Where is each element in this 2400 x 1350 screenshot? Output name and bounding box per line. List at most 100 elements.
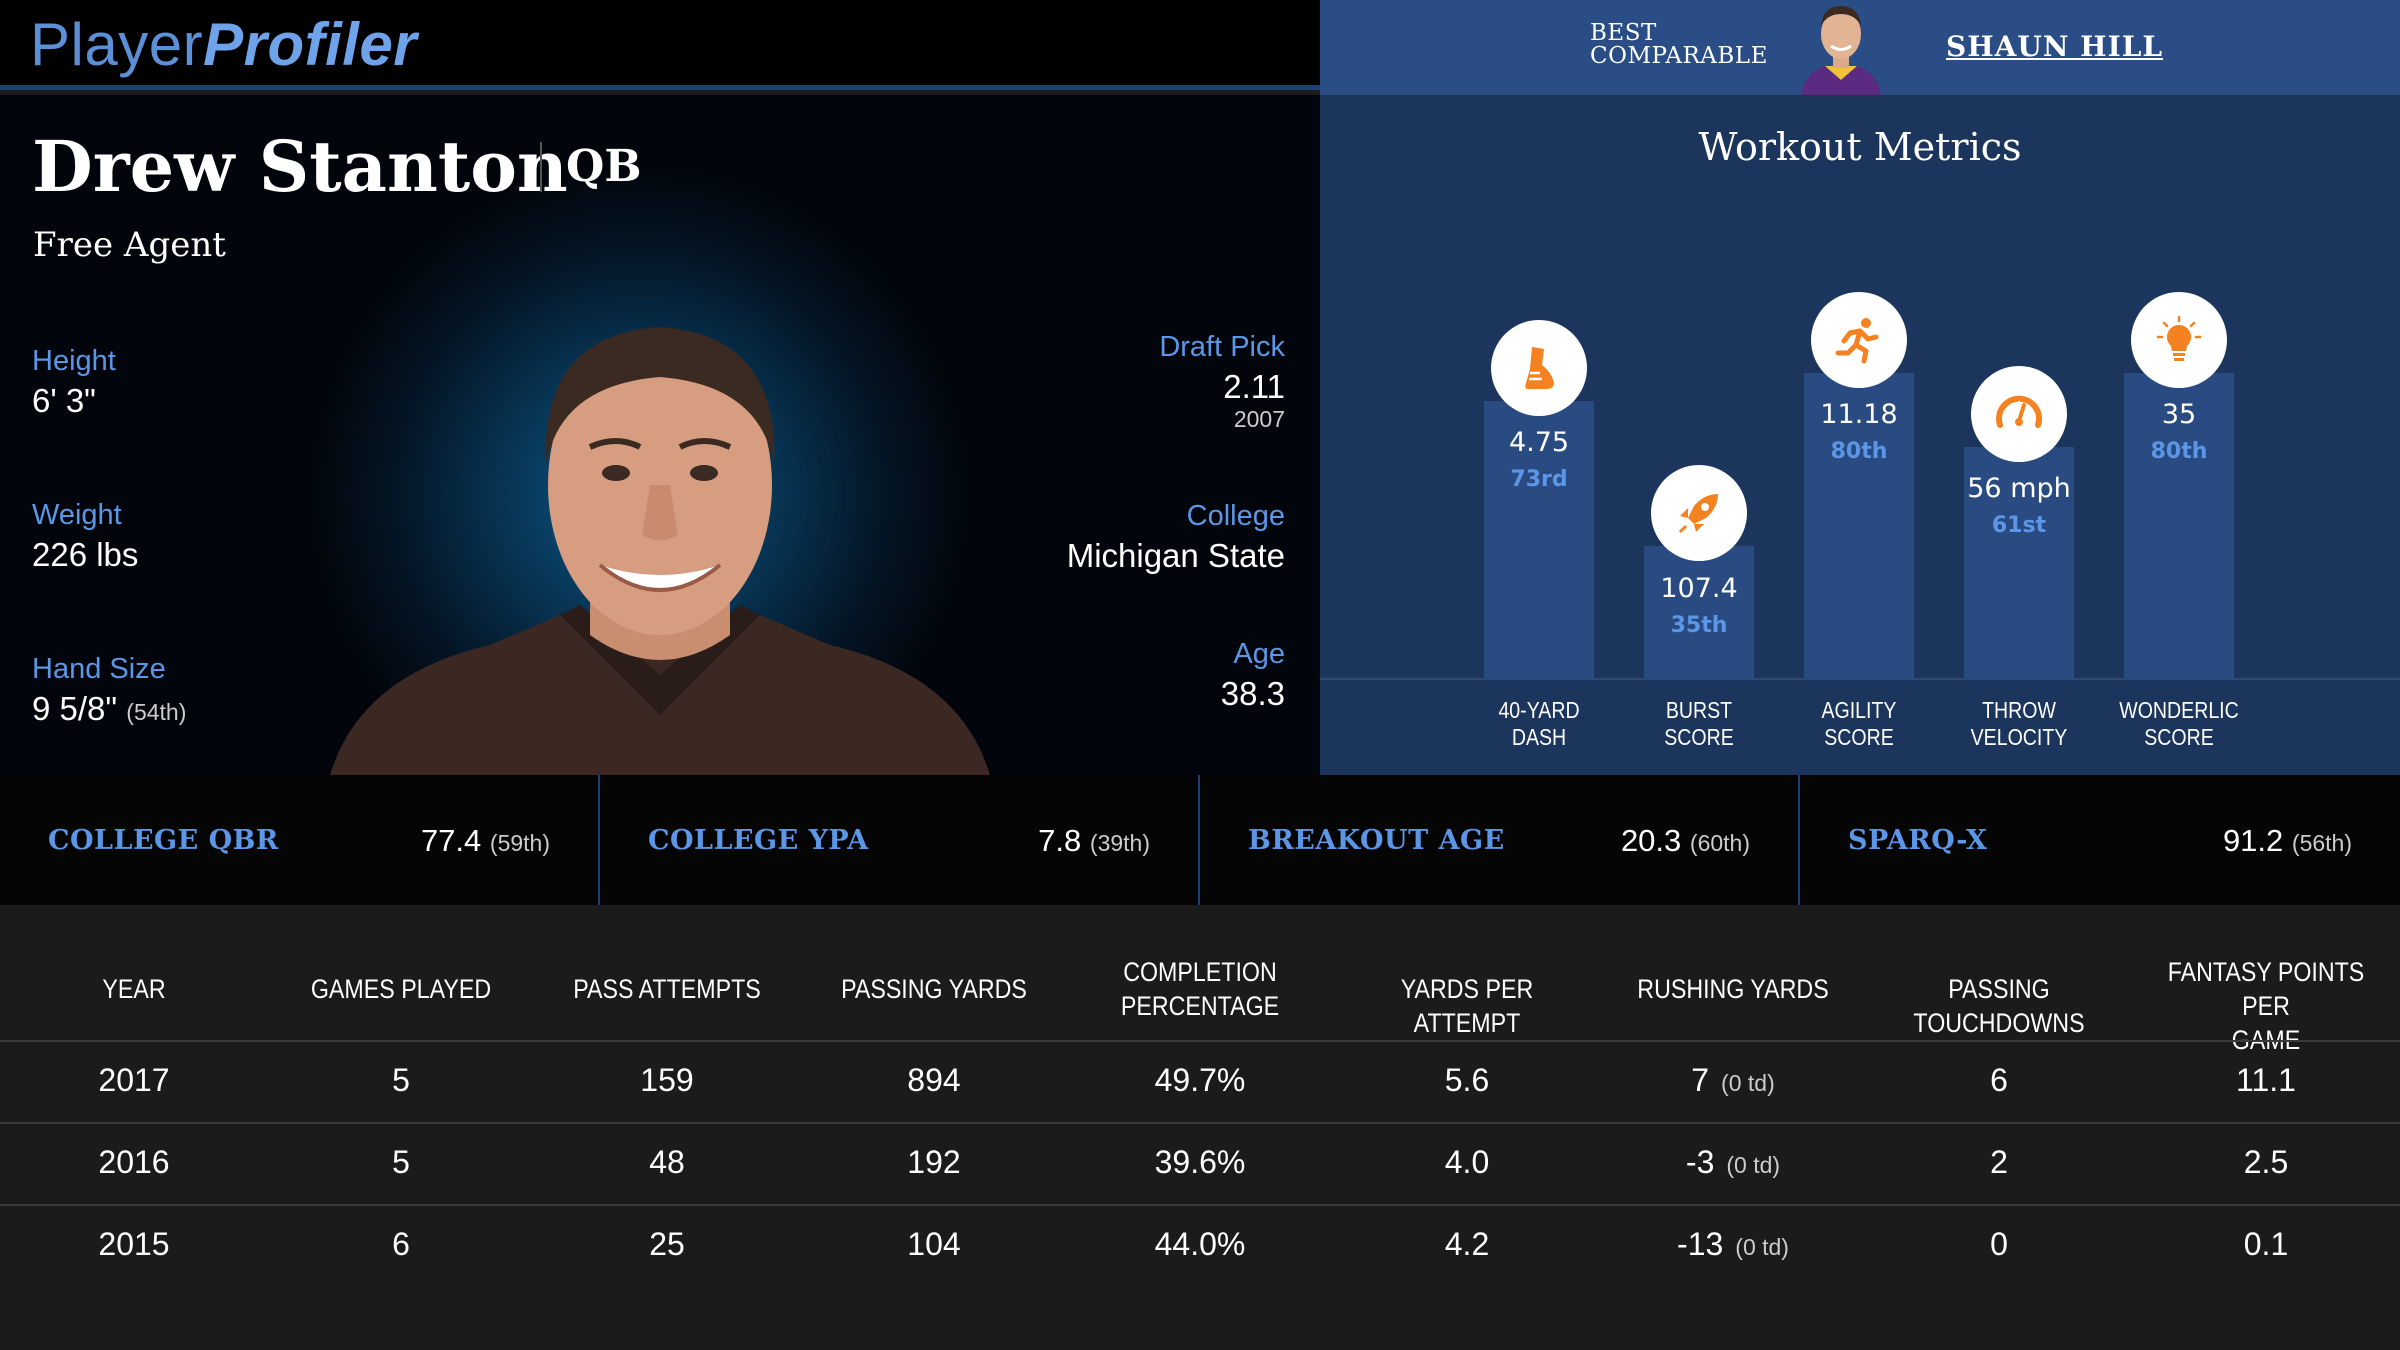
top-bar: PlayerProfiler xyxy=(0,0,1320,90)
cell-ypa: 4.2 xyxy=(1444,1226,1490,1262)
draft-pick-label: Draft Pick xyxy=(1159,331,1285,363)
workout-metrics-panel: Workout Metrics 4.75 73rd 40-YARD DASH 10… xyxy=(1320,95,2400,775)
player-team: Free Agent xyxy=(33,225,226,265)
stat-value: 91.2 xyxy=(2222,823,2284,858)
cell-passing-td: 0 xyxy=(1990,1226,2008,1262)
comparable-avatar[interactable] xyxy=(1795,0,1887,95)
lightbulb-icon xyxy=(2131,292,2227,388)
workout-metrics-title: Workout Metrics xyxy=(1698,125,2022,169)
stat-percentile: (56th) xyxy=(2291,830,2352,856)
rocket-icon xyxy=(1651,465,1747,561)
logo-text-profiler: Profiler xyxy=(203,11,418,78)
stat-label: BREAKOUT AGE xyxy=(1248,825,1505,856)
height-stat: Height 6' 3" xyxy=(32,345,116,420)
college-stat: College Michigan State xyxy=(1067,500,1285,575)
cell-passing-td: 2 xyxy=(1990,1144,2008,1180)
cell-games: 6 xyxy=(392,1226,410,1262)
header-fantasy-points-per-game: FANTASY POINTS PER GAME xyxy=(2167,957,2365,1055)
shoe-icon xyxy=(1491,320,1587,416)
cell-games: 5 xyxy=(392,1062,410,1098)
name-divider xyxy=(540,142,542,192)
metric-percentile-burst-score: 35th xyxy=(1670,613,1728,638)
metric-value-burst-score: 107.4 xyxy=(1660,573,1738,604)
weight-value: 226 lbs xyxy=(32,536,139,573)
cell-fantasy-ppg: 0.1 xyxy=(2243,1226,2289,1262)
advanced-stats-strip: COLLEGE QBR 77.4 (59th) COLLEGE YPA 7.8 … xyxy=(0,775,2400,905)
cell-games: 5 xyxy=(392,1144,410,1180)
player-position: QB xyxy=(566,141,642,192)
metric-label-wonderlic-score: WONDERLIC SCORE xyxy=(2119,697,2239,750)
stat-percentile: (60th) xyxy=(1689,830,1750,856)
cell-attempts: 159 xyxy=(640,1062,694,1098)
comparable-player-link[interactable]: SHAUN HILL xyxy=(1946,30,2164,63)
header-passing-touchdowns: PASSING TOUCHDOWNS xyxy=(1913,974,2085,1038)
cell-completion-pct: 44.0% xyxy=(1154,1226,1246,1262)
weight-stat: Weight 226 lbs xyxy=(32,499,138,574)
stat-college-qbr: COLLEGE QBR 77.4 (59th) xyxy=(0,775,600,905)
stat-percentile: (59th) xyxy=(489,830,550,856)
metric-value-wonderlic-score: 35 xyxy=(2161,399,2197,430)
stat-label: SPARQ-X xyxy=(1848,825,1988,856)
header-games-played: GAMES PLAYED xyxy=(310,974,492,1004)
comparable-label-line2: COMPARABLE xyxy=(1590,43,1768,69)
cell-ypa: 4.0 xyxy=(1444,1144,1490,1180)
site-logo[interactable]: PlayerProfiler xyxy=(30,10,417,79)
cell-rushing-yards: -3 (0 td) xyxy=(1685,1144,1781,1180)
header-yards-per-attempt: YARDS PER ATTEMPT xyxy=(1400,974,1534,1038)
speedometer-icon xyxy=(1971,366,2067,462)
bar-burst-score xyxy=(1644,546,1754,679)
stat-label: COLLEGE YPA xyxy=(648,825,869,856)
height-value: 6' 3" xyxy=(32,382,96,419)
stat-label: COLLEGE QBR xyxy=(48,825,279,856)
bar-throw-velocity xyxy=(1964,447,2074,679)
draft-pick-value: 2.11 xyxy=(1223,368,1285,405)
cell-year: 2015 xyxy=(98,1226,170,1262)
best-comparable-label: BEST COMPARABLE xyxy=(1590,22,1768,68)
cell-passing-yards: 894 xyxy=(907,1062,961,1098)
row-divider xyxy=(0,1040,2400,1042)
header-completion-percentage: COMPLETION PERCENTAGE xyxy=(1120,957,1280,1021)
metric-percentile-wonderlic-score: 80th xyxy=(2150,439,2208,464)
cell-completion-pct: 39.6% xyxy=(1154,1144,1246,1180)
bar-40-yard-dash xyxy=(1484,401,1594,679)
metric-label-agility-score: AGILITY SCORE xyxy=(1821,697,1897,750)
row-divider xyxy=(0,1122,2400,1124)
cell-passing-yards: 104 xyxy=(907,1226,961,1262)
draft-year: 2007 xyxy=(1233,406,1285,432)
bar-wonderlic-score xyxy=(2124,373,2234,679)
cell-completion-pct: 49.7% xyxy=(1154,1062,1246,1098)
college-value: Michigan State xyxy=(1066,537,1285,574)
cell-attempts: 25 xyxy=(649,1226,685,1262)
player-photo xyxy=(320,315,1000,775)
stat-sparq-x: SPARQ-X 91.2 (56th) xyxy=(1800,775,2400,905)
college-label: College xyxy=(1186,500,1285,532)
header-year: YEAR xyxy=(102,974,166,1004)
cell-passing-yards: 192 xyxy=(907,1144,961,1180)
stat-breakout-age: BREAKOUT AGE 20.3 (60th) xyxy=(1200,775,1800,905)
stat-value: 77.4 xyxy=(420,823,482,858)
hand-size-percentile: (54th) xyxy=(126,699,187,725)
stat-value: 7.8 xyxy=(1038,823,1082,858)
header-pass-attempts: PASS ATTEMPTS xyxy=(573,974,761,1004)
metric-value-40-yard-dash: 4.75 xyxy=(1508,427,1570,458)
cell-rushing-yards: -13 (0 td) xyxy=(1677,1226,1789,1262)
hand-size-stat: Hand Size 9 5/8" (54th) xyxy=(32,653,186,728)
logo-text-player: Player xyxy=(30,11,204,78)
season-stats-table: YEAR GAMES PLAYED PASS ATTEMPTS PASSING … xyxy=(0,905,2400,1350)
cell-year: 2016 xyxy=(98,1144,170,1180)
header-passing-yards: PASSING YARDS xyxy=(841,974,1027,1004)
age-stat: Age 38.3 xyxy=(1221,638,1285,713)
stat-value: 20.3 xyxy=(1620,823,1682,858)
age-value: 38.3 xyxy=(1220,675,1285,712)
header-rushing-yards: RUSHING YARDS xyxy=(1637,974,1829,1004)
metric-label-burst-score: BURST SCORE xyxy=(1664,697,1734,750)
chart-baseline xyxy=(1320,678,2400,680)
age-label: Age xyxy=(1233,638,1285,670)
comparable-label-line1: BEST xyxy=(1590,20,1657,46)
cell-year: 2017 xyxy=(98,1062,170,1098)
hand-size-value: 9 5/8" xyxy=(32,690,118,727)
height-label: Height xyxy=(32,345,116,377)
bar-agility-score xyxy=(1804,373,1914,679)
metric-label-throw-velocity: THROW VELOCITY xyxy=(1970,697,2068,750)
metric-percentile-throw-velocity: 61st xyxy=(1991,513,2047,538)
